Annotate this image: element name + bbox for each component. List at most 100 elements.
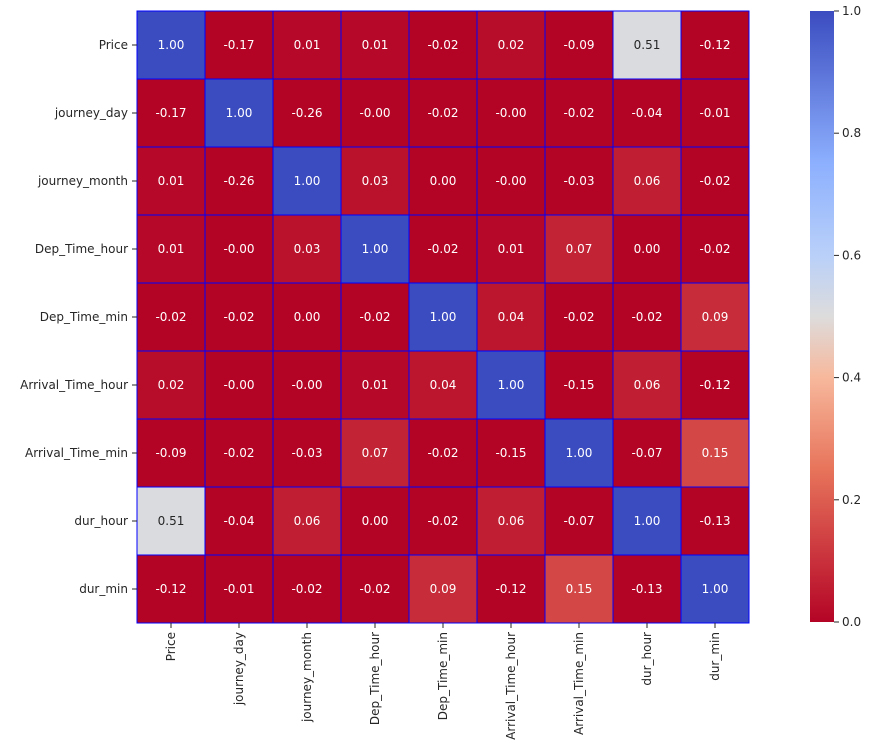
heatmap-cell — [408, 486, 478, 556]
cell-annotation: -0.02 — [427, 38, 458, 52]
heatmap-cell — [476, 486, 546, 556]
y-tick-labels: Price journey_day journey_month Dep_Time_ho… — [20, 38, 137, 596]
cell-annotation: 0.07 — [566, 242, 593, 256]
heatmap-cell — [272, 350, 342, 420]
y-tick-label: dur_hour — [74, 514, 128, 528]
cell-annotation: -0.15 — [563, 378, 594, 392]
cell-annotation: -0.26 — [291, 106, 322, 120]
heatmap-cells: 1.00 -0.17 0.01 0.01 -0.02 0.02 -0.09 0.51 -0.12… — [136, 10, 750, 624]
heatmap-cell — [272, 486, 342, 556]
cell-annotation: 0.01 — [362, 378, 389, 392]
cell-annotation: 0.15 — [566, 582, 593, 596]
x-tick-label: dur_min — [708, 632, 722, 681]
x-tick-label: Dep_Time_hour — [368, 632, 382, 725]
cell-annotation: 0.03 — [362, 174, 389, 188]
heatmap-cell — [680, 486, 750, 556]
cell-annotation: -0.02 — [359, 582, 390, 596]
heatmap-cell — [272, 282, 342, 352]
cell-annotation: 0.06 — [294, 514, 321, 528]
heatmap-cell — [272, 146, 342, 216]
cell-annotation: 1.00 — [294, 174, 321, 188]
cell-annotation: -0.07 — [563, 514, 594, 528]
y-tick-label: Arrival_Time_min — [25, 446, 128, 460]
y-tick-label: dur_min — [79, 582, 128, 596]
cell-annotation: 0.09 — [430, 582, 457, 596]
cell-annotation: 0.00 — [634, 242, 661, 256]
heatmap-cell — [476, 350, 546, 420]
y-tick-label: journey_day — [54, 106, 128, 120]
cell-annotation: 0.01 — [362, 38, 389, 52]
heatmap-cell — [204, 350, 274, 420]
cell-annotation: -0.17 — [223, 38, 254, 52]
heatmap-cell — [544, 282, 614, 352]
y-tick-label: Price — [99, 38, 128, 52]
cell-annotation: -0.09 — [155, 446, 186, 460]
cell-annotation: -0.01 — [223, 582, 254, 596]
cell-annotation: 0.01 — [294, 38, 321, 52]
cell-annotation: -0.04 — [631, 106, 662, 120]
heatmap-cell — [136, 418, 206, 488]
x-tick-label: Arrival_Time_hour — [504, 632, 518, 740]
heatmap-cell — [136, 78, 206, 148]
heatmap-cell — [204, 554, 274, 624]
heatmap-cell — [612, 350, 682, 420]
cell-annotation: 0.15 — [702, 446, 729, 460]
cell-annotation: -0.02 — [223, 446, 254, 460]
heatmap-cell — [544, 146, 614, 216]
cell-annotation: 0.03 — [294, 242, 321, 256]
cell-annotation: -0.00 — [495, 174, 526, 188]
cell-annotation: -0.02 — [631, 310, 662, 324]
heatmap-cell — [204, 146, 274, 216]
cell-annotation: -0.00 — [291, 378, 322, 392]
heatmap-cell — [408, 350, 478, 420]
heatmap-cell — [544, 418, 614, 488]
x-tick-label: Arrival_Time_min — [572, 632, 586, 735]
colorbar-tick-label: 0.0 — [842, 615, 861, 629]
cell-annotation: -0.03 — [291, 446, 322, 460]
heatmap-cell — [204, 282, 274, 352]
heatmap-cell — [272, 554, 342, 624]
cell-annotation: -0.02 — [427, 242, 458, 256]
x-tick-label: dur_hour — [640, 632, 654, 686]
cell-annotation: 0.01 — [158, 242, 185, 256]
cell-annotation: -0.12 — [495, 582, 526, 596]
heatmap-cell — [136, 486, 206, 556]
heatmap-cell — [340, 282, 410, 352]
cell-annotation: -0.02 — [563, 310, 594, 324]
cell-annotation: -0.02 — [155, 310, 186, 324]
cell-annotation: 1.00 — [566, 446, 593, 460]
cell-annotation: 1.00 — [226, 106, 253, 120]
cell-annotation: -0.00 — [223, 242, 254, 256]
heatmap-cell — [680, 554, 750, 624]
colorbar-ticks: 0.0 0.2 0.4 0.6 0.8 1.0 — [834, 4, 861, 629]
cell-annotation: -0.02 — [359, 310, 390, 324]
heatmap-cell — [476, 282, 546, 352]
colorbar-gradient — [810, 11, 834, 622]
colorbar-tick-label: 0.6 — [842, 248, 861, 262]
cell-annotation: -0.02 — [291, 582, 322, 596]
x-tick-labels: Price journey_day journey_month Dep_Time_ho… — [164, 623, 722, 740]
heatmap-cell — [544, 486, 614, 556]
cell-annotation: 0.00 — [294, 310, 321, 324]
cell-annotation: -0.09 — [563, 38, 594, 52]
cell-annotation: 0.01 — [498, 242, 525, 256]
heatmap-cell — [544, 554, 614, 624]
heatmap-cell — [476, 10, 546, 80]
cell-annotation: -0.00 — [359, 106, 390, 120]
cell-annotation: 0.51 — [158, 514, 185, 528]
y-tick-label: Arrival_Time_hour — [20, 378, 128, 392]
heatmap-cell — [476, 554, 546, 624]
cell-annotation: 0.00 — [362, 514, 389, 528]
x-tick-label: Dep_Time_min — [436, 632, 450, 720]
cell-annotation: -0.17 — [155, 106, 186, 120]
heatmap-cell — [272, 10, 342, 80]
cell-annotation: 1.00 — [430, 310, 457, 324]
cell-annotation: 0.06 — [634, 174, 661, 188]
cell-annotation: -0.01 — [699, 106, 730, 120]
colorbar: 0.0 0.2 0.4 0.6 0.8 1.0 — [810, 4, 861, 629]
cell-annotation: 0.01 — [158, 174, 185, 188]
x-tick-label: Price — [164, 632, 178, 661]
x-tick-label: journey_day — [232, 632, 246, 706]
cell-annotation: 0.02 — [158, 378, 185, 392]
